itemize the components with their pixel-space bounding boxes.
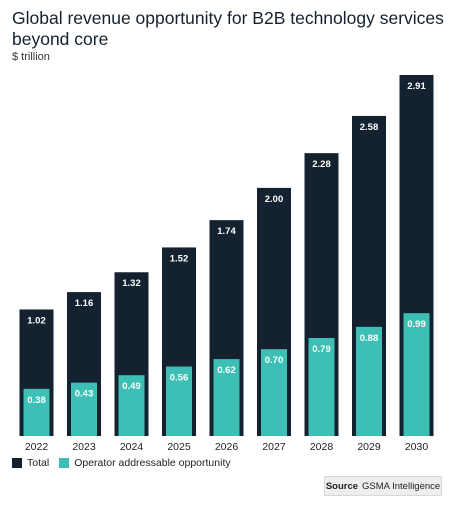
- data-label-addressable-2029: 0.88: [360, 333, 379, 344]
- bar-addressable-2030: [403, 313, 430, 436]
- bar-addressable-2022: [23, 388, 50, 436]
- data-label-total-2026: 1.74: [217, 226, 236, 237]
- source-text: GSMA Intelligence: [362, 480, 441, 492]
- data-label-total-2025: 1.52: [170, 253, 189, 264]
- data-label-total-2028: 2.28: [312, 159, 331, 170]
- data-label-addressable-2026: 0.62: [217, 365, 236, 376]
- legend-label-total: Total: [27, 457, 50, 469]
- data-label-addressable-2022: 0.38: [27, 395, 46, 406]
- data-label-total-2029: 2.58: [360, 122, 379, 133]
- x-tick-label-2023: 2023: [72, 441, 96, 453]
- data-label-total-2023: 1.16: [75, 298, 94, 309]
- x-tick-label-2028: 2028: [310, 441, 334, 453]
- data-label-addressable-2025: 0.56: [170, 373, 189, 384]
- legend-label-addressable: Operator addressable opportunity: [74, 457, 231, 469]
- data-label-total-2024: 1.32: [122, 278, 141, 289]
- bar-addressable-2026: [213, 359, 240, 436]
- data-label-addressable-2030: 0.99: [407, 319, 426, 330]
- bar-addressable-2028: [308, 337, 335, 436]
- x-tick-label-2027: 2027: [262, 441, 286, 453]
- unit-label: $ trillion: [12, 51, 50, 63]
- bar-addressable-2027: [261, 349, 287, 436]
- data-label-addressable-2023: 0.43: [75, 389, 94, 400]
- chart-title: Global revenue opportunity for B2B techn…: [12, 8, 444, 49]
- bar-addressable-2024: [118, 375, 145, 436]
- x-tick-label-2030: 2030: [405, 441, 429, 453]
- data-label-total-2027: 2.00: [265, 194, 284, 205]
- x-tick-label-2029: 2029: [357, 441, 381, 453]
- data-label-addressable-2027: 0.70: [265, 355, 284, 366]
- source-label: Source: [325, 480, 359, 492]
- legend-item-total: Total: [12, 457, 49, 469]
- bar-addressable-2029: [356, 326, 382, 436]
- data-label-total-2030: 2.91: [407, 81, 426, 92]
- bar-addressable-2023: [71, 382, 97, 436]
- data-label-addressable-2024: 0.49: [122, 381, 141, 392]
- legend-swatch-total: [12, 458, 22, 468]
- x-tick-label-2022: 2022: [25, 441, 49, 453]
- source-box: Source GSMA Intelligence: [324, 476, 442, 496]
- legend: Total Operator addressable opportunity: [12, 457, 241, 469]
- data-label-total-2022: 1.02: [27, 315, 46, 326]
- x-tick-label-2024: 2024: [120, 441, 144, 453]
- x-tick-label-2026: 2026: [215, 441, 239, 453]
- legend-swatch-addressable: [59, 458, 70, 468]
- x-tick-label-2025: 2025: [167, 441, 191, 453]
- legend-item-addressable: Operator addressable opportunity: [59, 457, 231, 469]
- bar-addressable-2025: [166, 366, 192, 436]
- data-label-addressable-2028: 0.79: [312, 344, 331, 355]
